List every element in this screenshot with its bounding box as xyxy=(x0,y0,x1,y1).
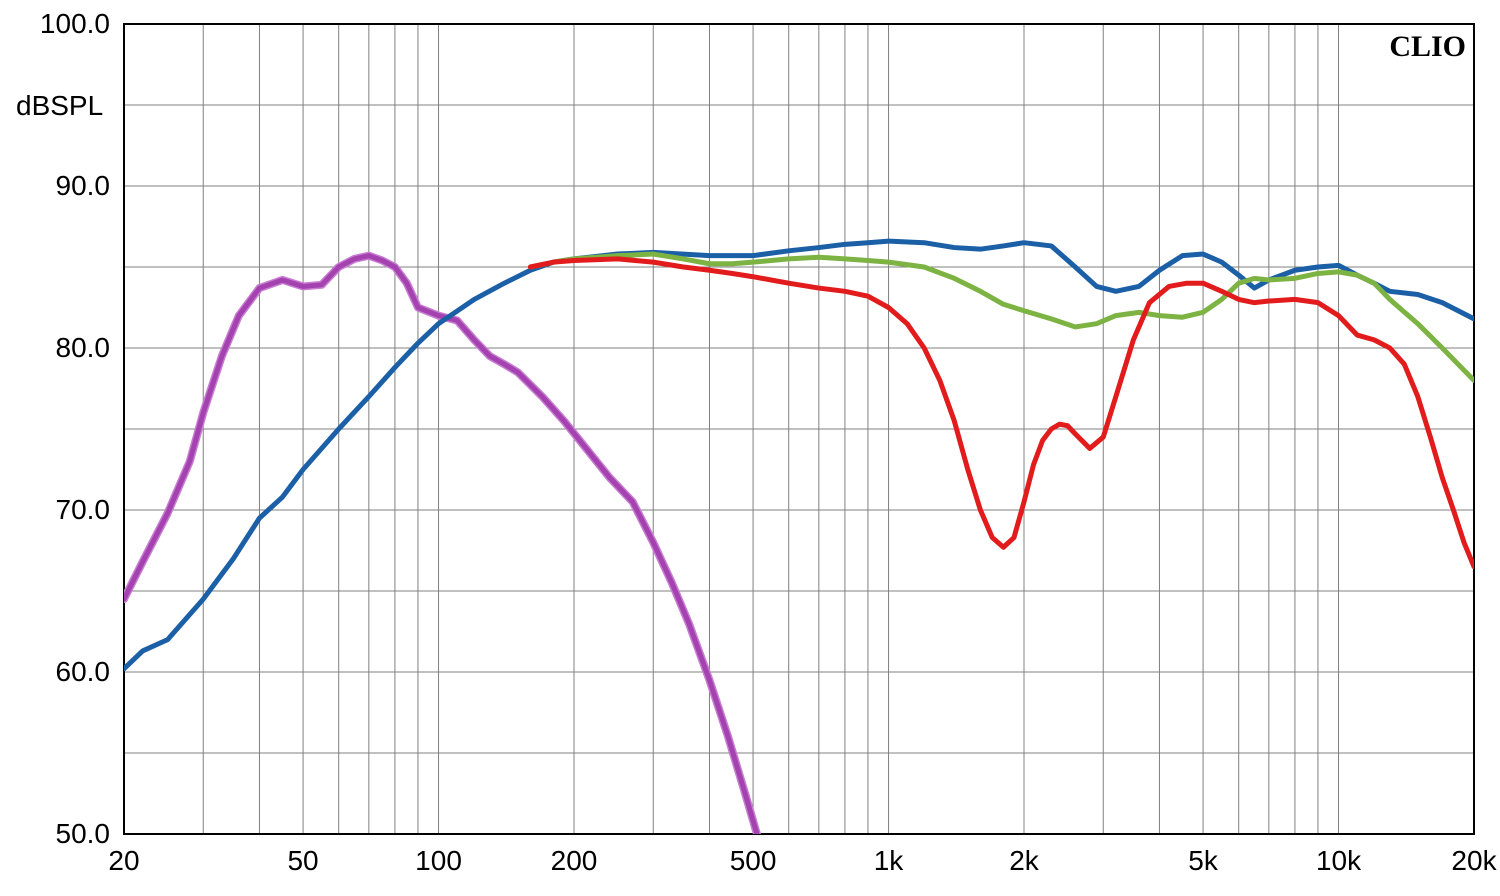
x-tick-label: 20k xyxy=(1451,845,1497,876)
x-tick-label: 2k xyxy=(1009,845,1040,876)
x-tick-label: 500 xyxy=(730,845,777,876)
chart-svg: 50.0 60.0 70.0 80.0 90.0 100.0 dBSPL 20 50 100 200… xyxy=(0,0,1500,896)
x-tick-label: 200 xyxy=(551,845,598,876)
watermark-label: CLIO xyxy=(1389,30,1466,63)
y-tick-label: 90.0 xyxy=(56,170,111,201)
x-tick-label: 5k xyxy=(1188,845,1219,876)
y-axis-unit-label: dBSPL xyxy=(16,90,103,121)
y-tick-label: 100.0 xyxy=(40,8,110,39)
x-tick-label: 100 xyxy=(415,845,462,876)
y-tick-label: 70.0 xyxy=(56,494,111,525)
frequency-response-chart: 50.0 60.0 70.0 80.0 90.0 100.0 dBSPL 20 50 100 200… xyxy=(0,0,1500,896)
x-tick-label: 1k xyxy=(874,845,905,876)
x-tick-label: 10k xyxy=(1316,845,1362,876)
x-tick-label: 50 xyxy=(287,845,318,876)
y-tick-label: 60.0 xyxy=(56,656,111,687)
y-tick-label: 80.0 xyxy=(56,332,111,363)
y-tick-label: 50.0 xyxy=(56,818,111,849)
chart-background xyxy=(0,0,1500,896)
x-tick-label: 20 xyxy=(108,845,139,876)
